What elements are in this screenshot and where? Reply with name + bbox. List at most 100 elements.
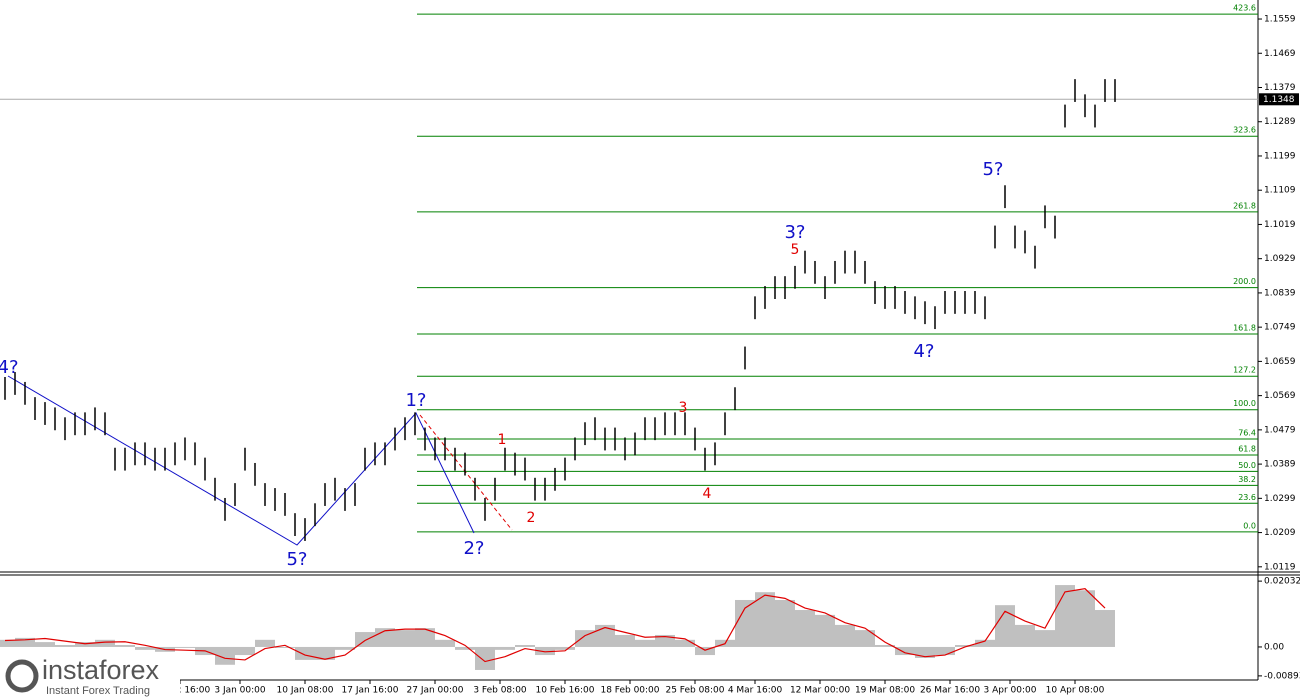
wave-label: 5? [286, 549, 307, 570]
wave-label: 2 [527, 510, 536, 526]
x-tick-label: 10 Jan 08:00 [277, 686, 334, 696]
histogram-bar [655, 634, 675, 647]
indicator-y-tick-label: -0.00893 [1264, 671, 1300, 681]
x-tick-label: 10 Apr 08:00 [1046, 686, 1105, 696]
histogram-bar [975, 639, 995, 647]
histogram-bar [55, 645, 75, 647]
histogram-bar [455, 646, 475, 650]
histogram-bar [775, 599, 795, 647]
y-tick-label: 1.1019 [1264, 220, 1296, 230]
x-tick-label: 4 Mar 16:00 [728, 686, 783, 696]
fib-label: 323.6 [1233, 126, 1256, 135]
histogram-bar [175, 646, 195, 648]
wave-label: 3 [679, 400, 688, 416]
wave-label: 4? [913, 341, 934, 362]
fib-label: 261.8 [1233, 201, 1256, 210]
histogram-bar [75, 642, 95, 647]
y-tick-label: 1.1289 [1264, 117, 1296, 127]
x-tick-label: 25 Feb 08:00 [665, 686, 724, 696]
histogram-bar [755, 592, 775, 647]
x-tick-label: 26 Mar 16:00 [920, 686, 980, 696]
x-tick-label: 27 Jan 00:00 [407, 686, 464, 696]
histogram-bar [35, 642, 55, 647]
histogram-bar [595, 624, 615, 647]
brand-logo: instaforex Instant Forex Trading [0, 652, 180, 700]
wave-label: 2? [463, 538, 484, 559]
fib-label: 100.0 [1233, 399, 1256, 408]
fib-label: 423.6 [1233, 4, 1256, 13]
histogram-bar [515, 645, 535, 647]
histogram-bar [935, 646, 955, 656]
y-tick-label: 1.0479 [1264, 425, 1296, 435]
fib-label: 50.0 [1238, 461, 1256, 470]
fib-label: 23.6 [1238, 493, 1256, 502]
logo-background [0, 652, 180, 700]
y-tick-label: 1.0299 [1264, 494, 1296, 504]
histogram-bar [135, 646, 155, 650]
histogram-bar [795, 610, 815, 647]
histogram-bar [615, 634, 635, 647]
histogram-bar [575, 630, 595, 647]
y-tick-label: 1.0929 [1264, 254, 1296, 264]
histogram-bar [995, 605, 1015, 647]
fib-label: 200.0 [1233, 277, 1256, 286]
y-tick-label: 1.0119 [1264, 562, 1296, 572]
histogram-bar [115, 645, 135, 647]
fib-label: 0.0 [1243, 521, 1256, 530]
fib-label: 161.8 [1233, 324, 1256, 333]
histogram-bar [1055, 585, 1075, 647]
x-tick-label: 12 Mar 00:00 [790, 686, 850, 696]
fib-label: 38.2 [1238, 475, 1256, 484]
wave-label: 5? [982, 159, 1003, 180]
histogram-bar [695, 646, 715, 656]
x-tick-label: 3 Apr 00:00 [984, 686, 1037, 696]
wave-label: 1? [405, 390, 426, 411]
histogram-bar [275, 646, 295, 648]
fib-label: 76.4 [1238, 428, 1256, 437]
histogram-bar [255, 639, 275, 647]
histogram-bar [1035, 630, 1055, 647]
y-tick-label: 1.1469 [1264, 49, 1296, 59]
wave-line [7, 375, 475, 546]
histogram-bar [955, 645, 975, 647]
wave-line-dashed [419, 414, 513, 531]
histogram-bar [315, 646, 335, 660]
brand-tagline: Instant Forex Trading [46, 685, 150, 697]
histogram-bar [675, 639, 695, 647]
y-tick-label: 1.0749 [1264, 323, 1296, 333]
histogram-bar [475, 646, 495, 670]
y-tick-label: 1.1379 [1264, 83, 1296, 93]
y-tick-label: 1.1109 [1264, 186, 1296, 196]
x-tick-label: 19 Mar 08:00 [855, 686, 915, 696]
wave-label: 4 [703, 486, 712, 502]
x-tick-label: 18 Feb 00:00 [600, 686, 659, 696]
histogram-bar [495, 646, 515, 650]
histogram-bar [815, 614, 835, 647]
wave-label: 4? [0, 357, 19, 378]
histogram-bar [355, 632, 375, 647]
histogram-bar [415, 628, 435, 647]
current-price-box [1259, 93, 1299, 106]
indicator-y-tick-label: 0.00 [1264, 642, 1284, 652]
histogram-bar [1015, 624, 1035, 647]
y-tick-label: 1.1199 [1264, 151, 1296, 161]
fib-label: 127.2 [1233, 366, 1256, 375]
x-tick-label: 24 Dec 16:00 [150, 686, 211, 696]
histogram-bar [435, 639, 455, 647]
y-tick-label: 1.0569 [1264, 391, 1296, 401]
wave-label: 1 [498, 432, 507, 448]
histogram-bar [555, 646, 575, 650]
current-price-label: 1.1348 [1263, 95, 1295, 105]
histogram-bar [1075, 590, 1095, 647]
histogram-bar [895, 646, 915, 656]
y-tick-label: 1.0839 [1264, 288, 1296, 298]
y-tick-label: 1.0389 [1264, 460, 1296, 470]
x-tick-label: 3 Jan 00:00 [214, 686, 266, 696]
histogram-bar [395, 630, 415, 647]
wave-label: 3? [784, 222, 805, 243]
fib-label: 61.8 [1238, 444, 1256, 453]
histogram-bar [1095, 610, 1115, 647]
histogram-bar [535, 646, 555, 656]
